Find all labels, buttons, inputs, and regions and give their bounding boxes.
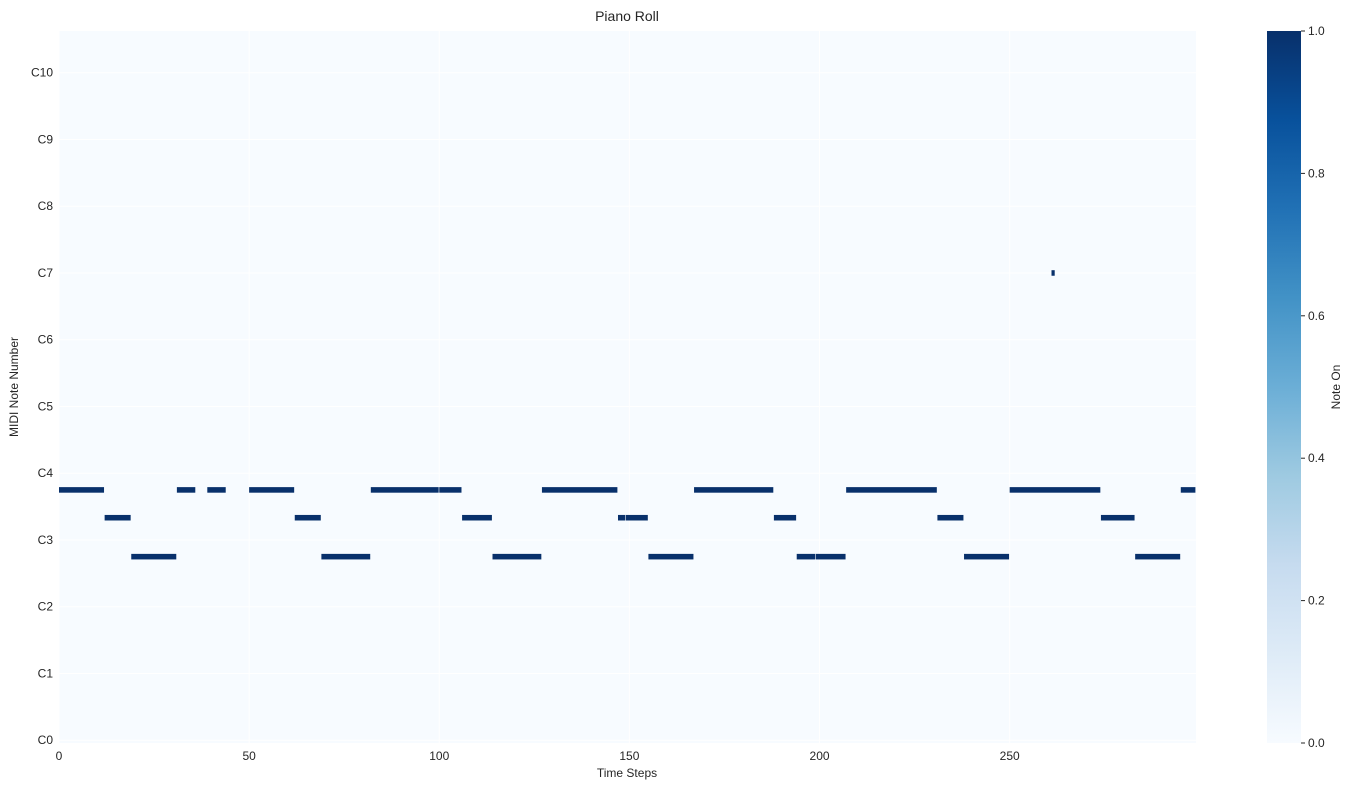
x-tick-label: 100 [429, 749, 449, 763]
colorbar-tick-label: 0.8 [1308, 166, 1325, 180]
note-bar [773, 514, 797, 521]
note-bar [1180, 487, 1196, 493]
y-tick-label: C2 [38, 600, 54, 614]
colorbar-tick-label: 0.2 [1308, 594, 1325, 608]
colorbar-tick-label: 1.0 [1308, 24, 1325, 38]
note-bar [131, 553, 177, 560]
note-bar [321, 553, 371, 560]
y-tick-label: C7 [38, 266, 54, 280]
colorbar-tick-label: 0.6 [1308, 309, 1325, 323]
note-bar [249, 487, 295, 493]
note-bar [541, 487, 618, 493]
colorbar-tick-label: 0.4 [1308, 451, 1325, 465]
note-bar [937, 514, 964, 521]
colorbar [1267, 31, 1301, 743]
note-bar [104, 514, 131, 521]
note-bar [815, 553, 846, 560]
note-bar [694, 487, 774, 493]
note-bar [1100, 514, 1135, 521]
note-bar [648, 553, 694, 560]
note-bar [492, 553, 542, 560]
chart-title: Piano Roll [595, 8, 659, 24]
note-bar [207, 487, 226, 493]
note-bar [625, 514, 648, 521]
note-bar [59, 487, 105, 493]
x-tick-label: 250 [1000, 749, 1020, 763]
x-axis-label: Time Steps [597, 766, 657, 780]
y-tick-label: C8 [38, 199, 54, 213]
x-tick-label: 150 [619, 749, 639, 763]
note-bar [1051, 270, 1055, 276]
note-bar [439, 487, 462, 493]
y-tick-label: C9 [38, 132, 54, 146]
y-tick-label: C4 [38, 466, 54, 480]
note-bar [846, 487, 937, 493]
colorbar-tick-label: 0.0 [1308, 736, 1325, 750]
y-axis-ticks: C0 C1 C2 C3 C4 C5 C6 C7 C8 C9 C10 [31, 66, 53, 748]
note-bar [617, 514, 625, 521]
colorbar-label: Note On [1329, 365, 1343, 410]
y-tick-label: C0 [38, 733, 54, 747]
y-axis-label: MIDI Note Number [7, 337, 21, 437]
x-tick-label: 200 [810, 749, 830, 763]
plot-area [59, 31, 1196, 743]
y-tick-label: C10 [31, 66, 53, 80]
y-tick-label: C3 [38, 533, 54, 547]
note-layer [59, 270, 1196, 560]
note-bar [176, 487, 196, 493]
note-bar [294, 514, 321, 521]
y-tick-label: C6 [38, 333, 54, 347]
note-bar [796, 553, 816, 560]
note-bar [964, 553, 1010, 560]
x-tick-label: 0 [56, 749, 63, 763]
colorbar-ticks: 0.0 0.2 0.4 0.6 0.8 1.0 [1301, 24, 1325, 750]
x-tick-label: 50 [242, 749, 256, 763]
grid [58, 31, 1196, 743]
y-tick-label: C1 [38, 666, 54, 680]
note-bar [1009, 487, 1101, 493]
note-bar [370, 487, 439, 493]
note-bar [462, 514, 492, 521]
y-tick-label: C5 [38, 399, 54, 413]
note-bar [1135, 553, 1181, 560]
x-axis-ticks: 0 50 100 150 200 250 [56, 749, 1020, 763]
